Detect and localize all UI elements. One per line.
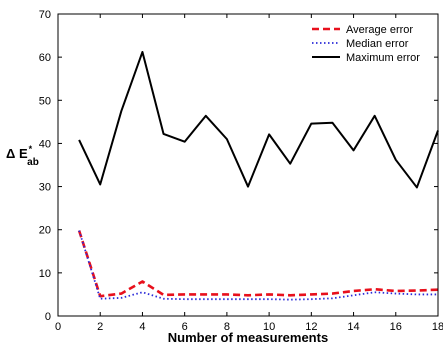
y-tick-label-7: 70 [39,9,51,21]
y-tick-label-1: 10 [39,268,51,280]
series-line-0 [77,230,439,298]
x-tick-label-0: 0 [55,321,61,333]
y-axis-title: Δ E* ab [6,144,39,168]
x-tick-label-1: 2 [97,321,103,333]
y-axis-title-base: Δ E [6,146,28,161]
legend-label-0: Average error [346,24,413,36]
legend: Average error Median error Maximum error [312,24,420,64]
y-tick-label-2: 20 [39,225,51,237]
x-tick-label-2: 4 [139,321,145,333]
y-axis-title-sup: * [29,144,33,154]
tick-layer: 0 2 4 6 8 10 12 14 16 18 0 10 20 30 40 50 60 70 [39,9,443,333]
x-tick-label-3: 6 [182,321,188,333]
x-tick-label-8: 16 [390,321,402,333]
x-tick-label-6: 12 [305,321,317,333]
x-tick-label-7: 14 [347,321,359,333]
x-tick-label-5: 10 [263,321,275,333]
y-tick-label-5: 50 [39,95,51,107]
series-line-2 [78,50,439,189]
y-tick-label-0: 0 [45,311,51,323]
y-tick-label-4: 40 [39,138,51,150]
x-axis-title: Number of measurements [168,330,328,345]
x-tick-label-9: 18 [432,321,443,333]
y-tick-label-6: 60 [39,52,51,64]
plot-frame [57,13,439,317]
y-axis-title-sub: ab [27,157,39,168]
plot-area [58,14,438,316]
legend-label-2: Maximum error [346,52,420,64]
legend-label-1: Median error [346,38,409,50]
y-tick-label-3: 30 [39,182,51,194]
series-layer [77,50,439,301]
svg-text:Δ E*ab: Δ E* ab [6,144,39,168]
x-tick-label-4: 8 [224,321,230,333]
